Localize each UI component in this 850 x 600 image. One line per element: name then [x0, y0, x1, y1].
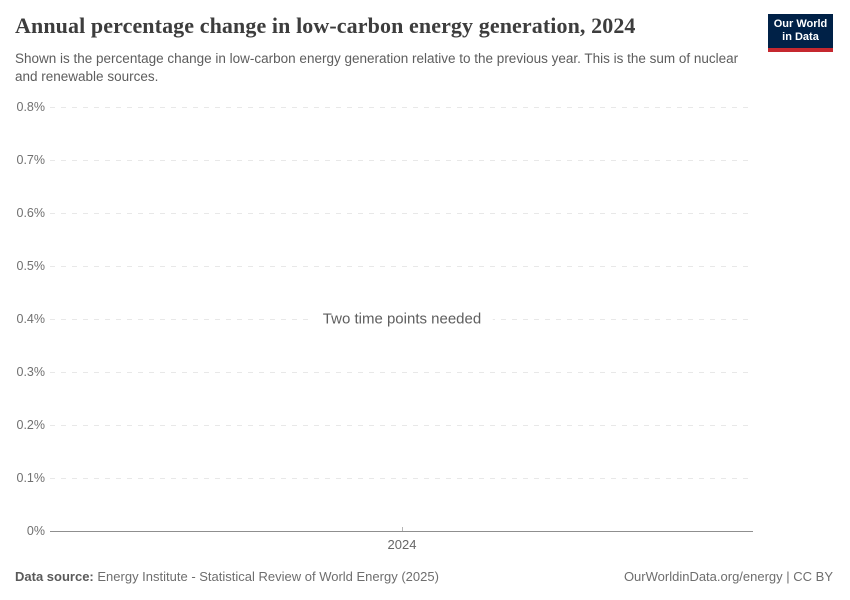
y-axis-tick-label: 0.2%	[16, 418, 46, 432]
owid-logo[interactable]: Our World in Data	[768, 14, 833, 52]
owid-logo-accent-bar	[768, 48, 833, 52]
chart-subtitle: Shown is the percentage change in low-ca…	[15, 51, 739, 84]
y-gridline	[50, 160, 753, 161]
y-axis-tick-label: 0.8%	[16, 100, 46, 114]
y-gridline	[50, 213, 753, 214]
data-source-text: Energy Institute - Statistical Review of…	[97, 569, 439, 584]
y-axis-tick-label: 0.3%	[16, 365, 46, 379]
chart-title: Annual percentage change in low-carbon e…	[15, 13, 636, 38]
y-axis-tick-label: 0.6%	[16, 206, 46, 220]
y-gridline	[50, 107, 753, 108]
owid-logo-line2: in Data	[782, 31, 819, 43]
owid-logo-text: Our World in Data	[768, 14, 833, 48]
data-source-note: Data source: Energy Institute - Statisti…	[15, 569, 439, 584]
empty-state-message: Two time points needed	[310, 306, 494, 332]
x-axis-line	[50, 531, 753, 532]
y-gridline	[50, 266, 753, 267]
license-link[interactable]: OurWorldinData.org/energy | CC BY	[623, 569, 833, 584]
y-axis-tick-label: 0.1%	[16, 471, 46, 485]
y-gridline	[50, 372, 753, 373]
data-source-label: Data source:	[15, 569, 94, 584]
y-gridline	[50, 478, 753, 479]
y-axis-tick-label: 0.5%	[16, 259, 46, 273]
y-axis-tick-label: 0.7%	[16, 153, 46, 167]
y-gridline	[50, 425, 753, 426]
y-axis-tick-label: 0.4%	[16, 312, 46, 326]
y-axis-tick-label: 0%	[26, 524, 45, 538]
x-axis-tick-label: 2024	[387, 537, 417, 552]
owid-logo-line1: Our World	[773, 18, 828, 30]
x-axis-tick-mark	[402, 527, 403, 531]
